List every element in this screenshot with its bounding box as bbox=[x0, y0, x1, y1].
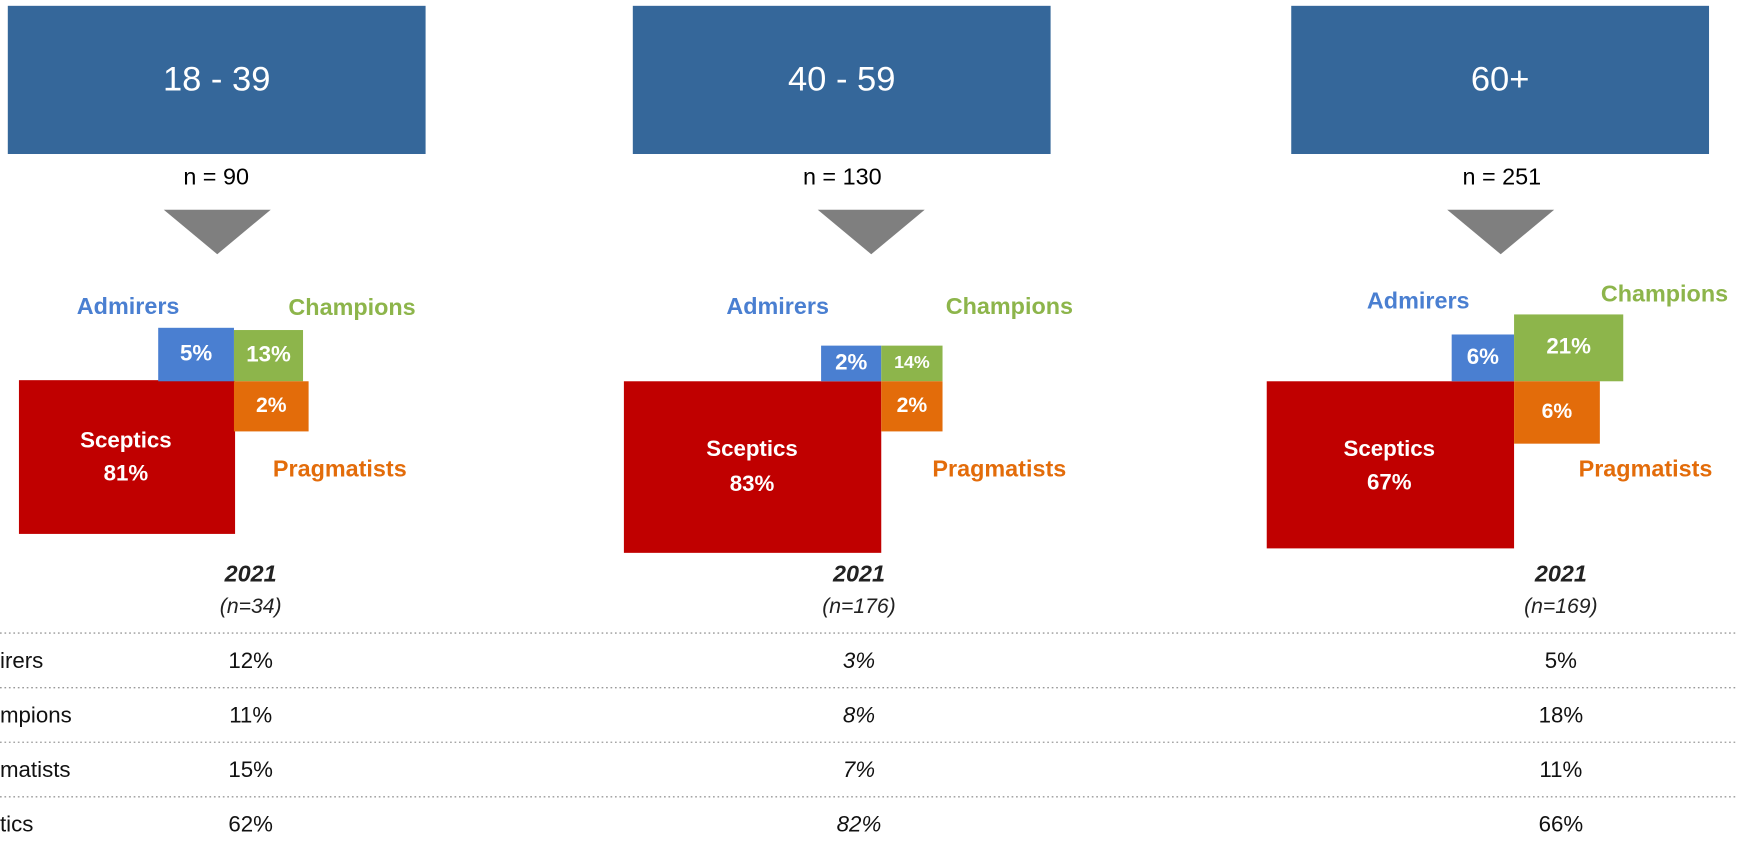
pragmatists-value: 6% bbox=[1542, 400, 1573, 423]
year: 2021 bbox=[832, 560, 885, 586]
sceptics-label: Sceptics bbox=[80, 427, 172, 452]
header-title: 18 - 39 bbox=[163, 61, 270, 99]
champions-box bbox=[881, 345, 943, 382]
pragmatists-box bbox=[1514, 381, 1600, 444]
arrow bbox=[817, 209, 925, 255]
year: 2021 bbox=[224, 560, 277, 586]
header-title: 60+ bbox=[1471, 61, 1530, 99]
sceptics-box bbox=[1266, 381, 1515, 549]
table-cell: 82% bbox=[837, 812, 882, 837]
admirers-box bbox=[1451, 334, 1515, 382]
row-label: mpions bbox=[0, 703, 72, 728]
row-label: irers bbox=[0, 648, 43, 673]
table-cell: 5% bbox=[1545, 648, 1577, 673]
table-cell: 18% bbox=[1539, 703, 1584, 728]
table-cell: 11% bbox=[1539, 757, 1582, 782]
sceptics-label: Sceptics bbox=[706, 436, 798, 461]
champions-value: 13% bbox=[246, 342, 291, 367]
sceptics-value: 83% bbox=[730, 471, 775, 496]
sceptics-label: Sceptics bbox=[1343, 436, 1435, 461]
year-sample: (n=34) bbox=[220, 595, 282, 618]
admirers-value: 2% bbox=[835, 349, 867, 374]
admirers-label: Admirers bbox=[1367, 287, 1470, 313]
header-box bbox=[632, 5, 1051, 155]
admirers-label: Admirers bbox=[77, 293, 180, 319]
table-cell: 8% bbox=[843, 703, 875, 728]
header-box bbox=[1291, 5, 1710, 155]
table-cell: 7% bbox=[843, 757, 875, 782]
arrow bbox=[163, 209, 271, 255]
row-label: tics bbox=[0, 812, 33, 837]
champions-box bbox=[1514, 314, 1624, 382]
table-cell: 15% bbox=[228, 757, 273, 782]
sceptics-box bbox=[18, 380, 236, 534]
champions-label: Champions bbox=[288, 294, 415, 320]
pragmatists-value: 2% bbox=[256, 394, 287, 417]
header-title: 40 - 59 bbox=[788, 61, 895, 99]
pragmatists-value: 2% bbox=[897, 394, 928, 417]
pragmatists-label: Pragmatists bbox=[273, 456, 407, 482]
pragmatists-box bbox=[881, 381, 943, 432]
header-box bbox=[7, 5, 426, 155]
pragmatists-label: Pragmatists bbox=[932, 456, 1066, 482]
champions-box bbox=[233, 330, 304, 382]
sceptics-value: 81% bbox=[104, 461, 149, 486]
year-sample: (n=176) bbox=[822, 595, 896, 618]
sample-size: n = 90 bbox=[183, 164, 249, 190]
pragmatists-label: Pragmatists bbox=[1579, 456, 1713, 482]
year-sample: (n=169) bbox=[1524, 595, 1598, 618]
admirers-value: 6% bbox=[1467, 344, 1499, 369]
sceptics-value: 67% bbox=[1367, 470, 1412, 495]
table-cell: 12% bbox=[228, 648, 273, 673]
admirers-value: 5% bbox=[180, 340, 212, 365]
row-label: matists bbox=[0, 757, 71, 782]
table-cell: 62% bbox=[228, 812, 273, 837]
table-cell: 3% bbox=[843, 648, 875, 673]
sceptics-box bbox=[623, 381, 882, 553]
champions-value: 14% bbox=[894, 352, 930, 372]
year: 2021 bbox=[1534, 560, 1587, 586]
admirers-box bbox=[821, 345, 882, 382]
table-cell: 11% bbox=[229, 703, 272, 728]
table-rules bbox=[0, 632, 1738, 798]
sample-size: n = 130 bbox=[803, 164, 882, 190]
champions-value: 21% bbox=[1546, 334, 1591, 359]
sample-size: n = 251 bbox=[1462, 164, 1541, 190]
admirers-label: Admirers bbox=[726, 293, 829, 319]
champions-label: Champions bbox=[946, 293, 1073, 319]
table-cell: 66% bbox=[1539, 812, 1584, 837]
admirers-box bbox=[158, 327, 234, 382]
champions-label: Champions bbox=[1601, 281, 1728, 307]
pragmatists-box bbox=[233, 381, 309, 432]
arrow bbox=[1447, 209, 1555, 255]
